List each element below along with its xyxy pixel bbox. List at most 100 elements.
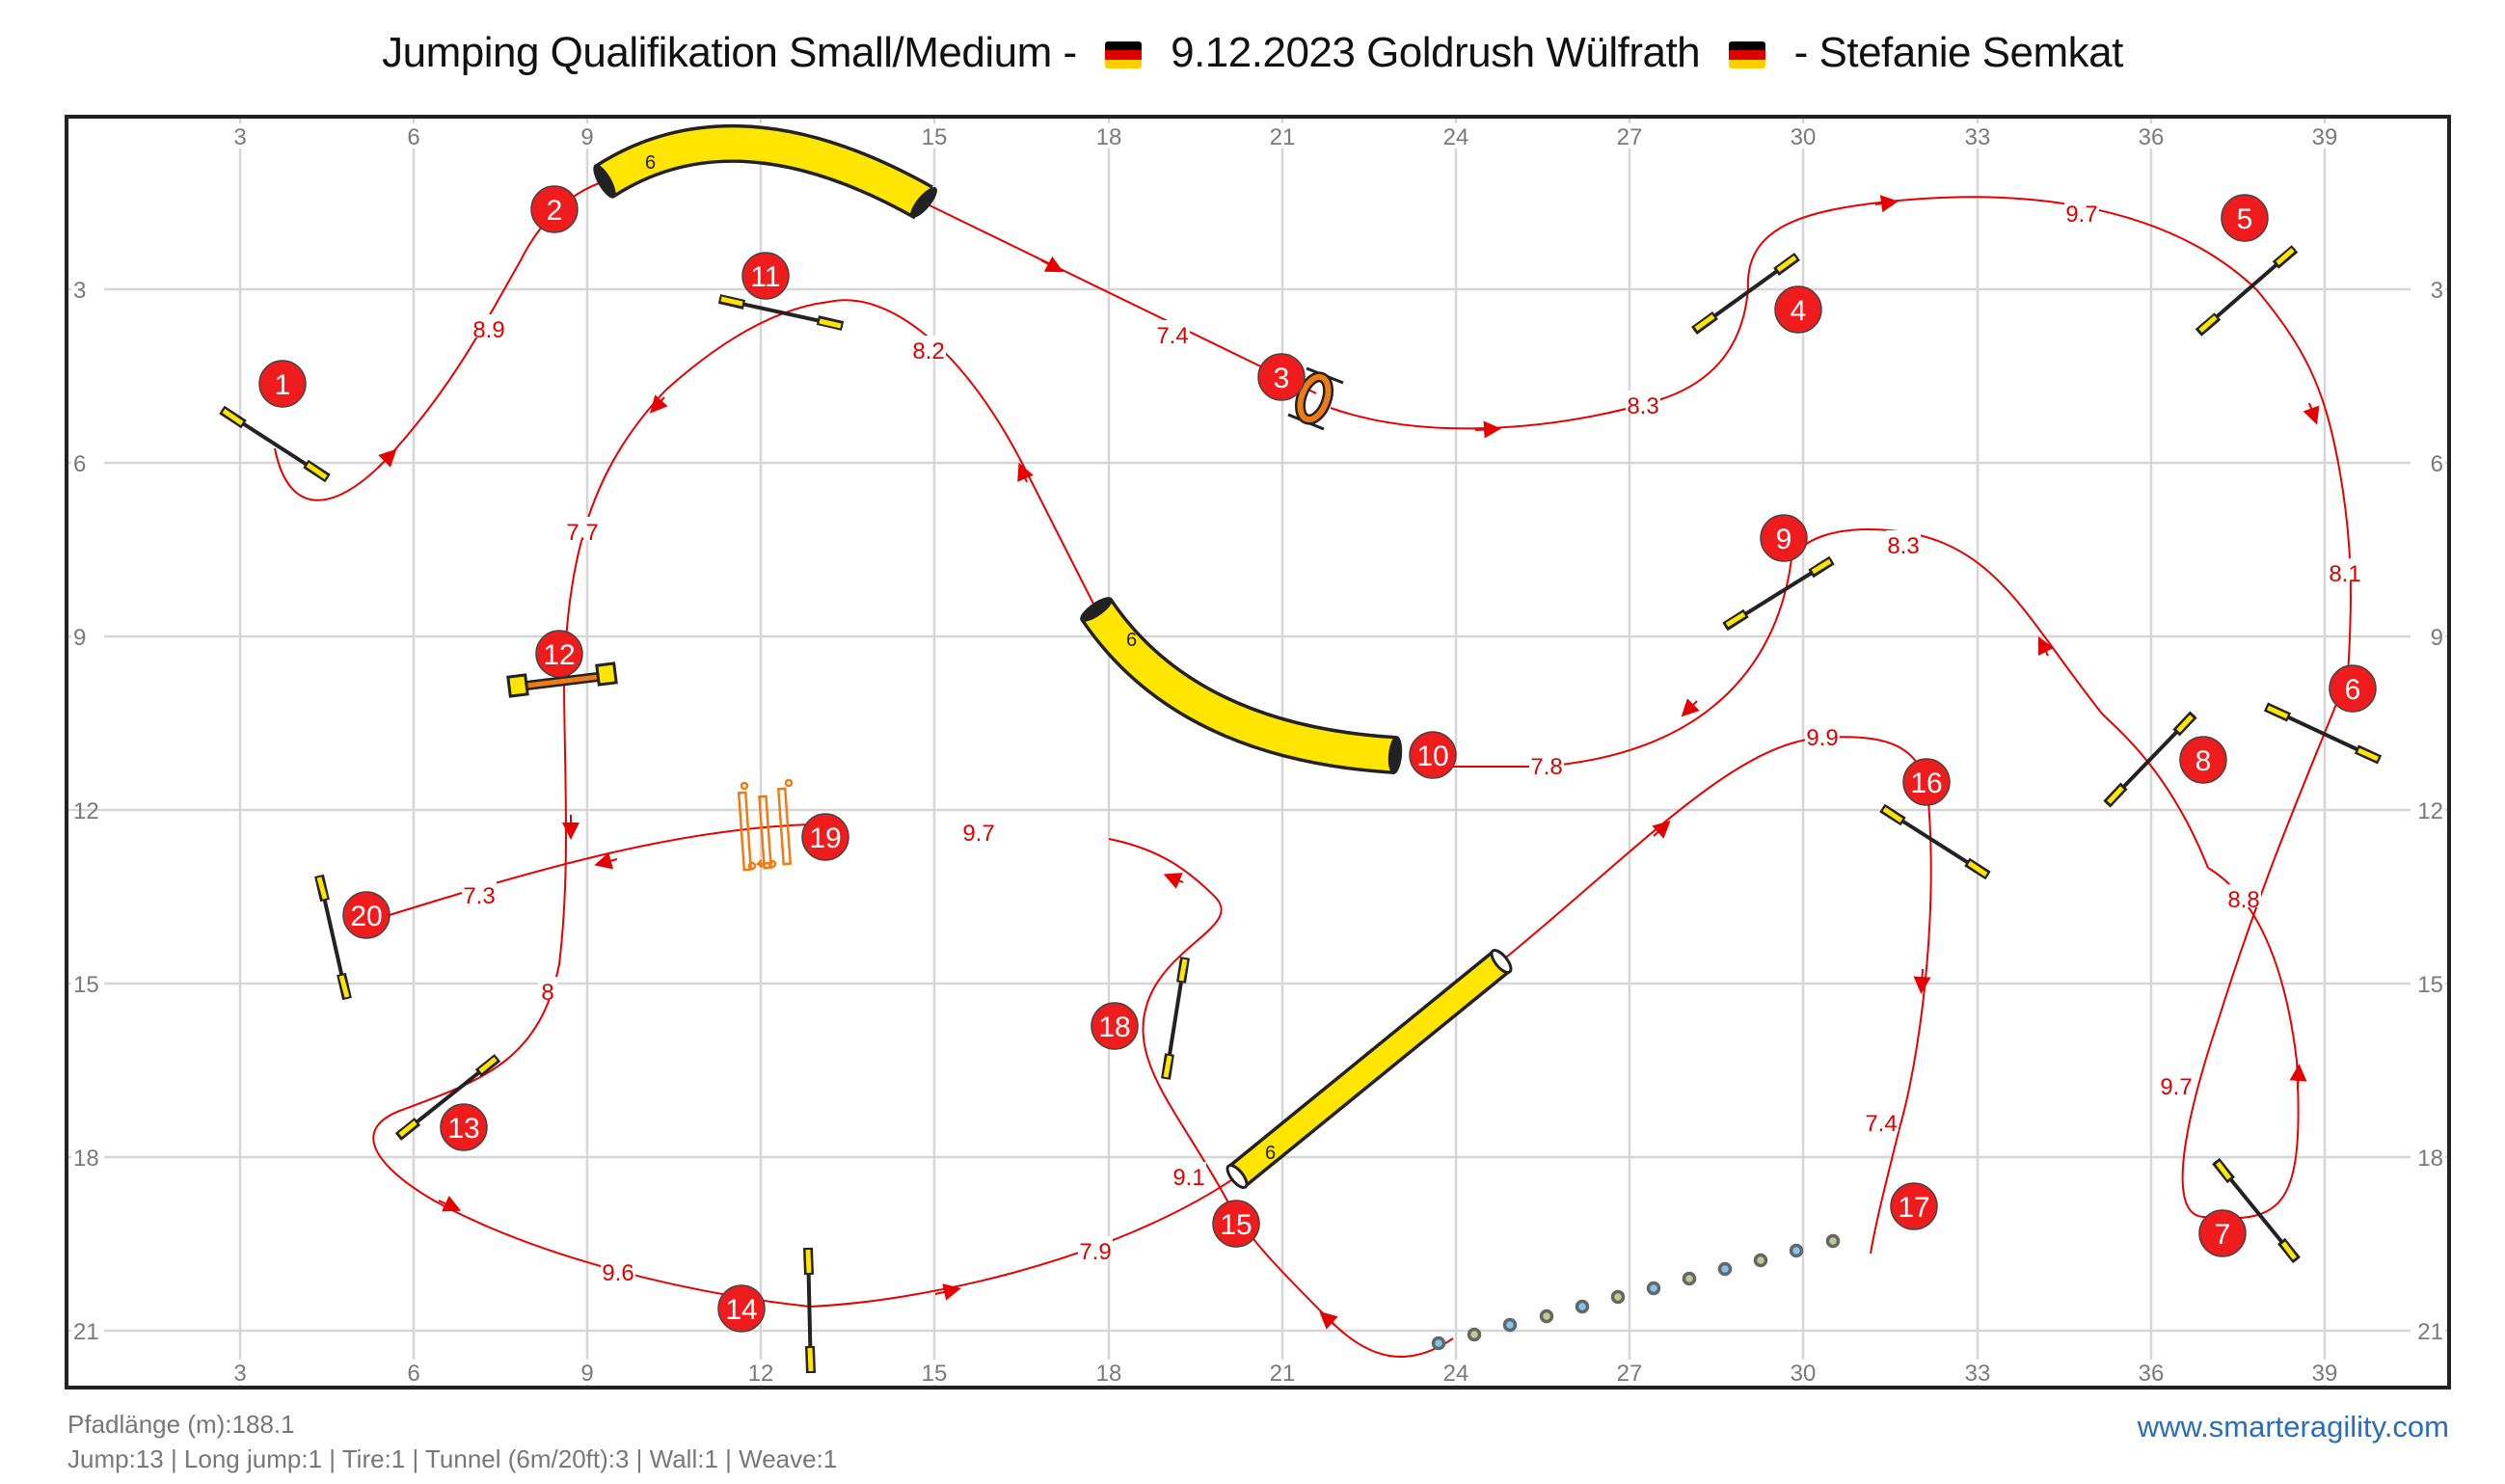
svg-text:1: 1 [275, 369, 291, 401]
svg-text:7.7: 7.7 [566, 520, 598, 546]
x-axis-bottom-ticks: 3 6 9 12 15 18 21 24 27 30 33 36 39 [226, 1360, 2339, 1387]
svg-text:18: 18 [1096, 1361, 1122, 1387]
badge-7: 7 [2198, 1209, 2247, 1257]
svg-text:9.7: 9.7 [962, 821, 994, 847]
tunnel-10-curved: 6 [1080, 597, 1403, 774]
svg-text:18: 18 [2417, 1146, 2443, 1172]
badge-1: 1 [258, 360, 307, 408]
svg-text:33: 33 [1965, 124, 1991, 150]
badge-4: 4 [1774, 285, 1822, 334]
tunnel-15-straight: 6 [1226, 948, 1513, 1190]
svg-text:6: 6 [1126, 630, 1137, 651]
svg-text:6: 6 [73, 451, 86, 477]
svg-text:12: 12 [73, 798, 99, 824]
svg-text:6: 6 [2431, 451, 2443, 477]
svg-text:17: 17 [1898, 1192, 1929, 1224]
svg-text:15: 15 [1220, 1209, 1252, 1241]
svg-text:9.6: 9.6 [602, 1260, 633, 1286]
grid [67, 117, 2449, 1388]
course-frame [65, 115, 2451, 1390]
svg-text:8: 8 [2195, 745, 2212, 777]
svg-text:7.4: 7.4 [1865, 1111, 1897, 1137]
svg-text:8.1: 8.1 [2329, 561, 2360, 587]
svg-text:6: 6 [2345, 674, 2361, 706]
svg-text:6: 6 [645, 152, 656, 174]
svg-text:18: 18 [1098, 1012, 1130, 1043]
jump-4 [1691, 252, 1800, 336]
svg-text:8: 8 [541, 980, 553, 1006]
badge-12: 12 [535, 630, 583, 678]
obstacle-counts: Jump:13 | Long jump:1 | Tire:1 | Tunnel … [67, 1444, 838, 1473]
svg-text:7.9: 7.9 [1079, 1239, 1111, 1265]
svg-text:9: 9 [580, 124, 593, 150]
svg-text:15: 15 [2417, 972, 2443, 998]
badge-6: 6 [2329, 664, 2377, 713]
svg-text:8.3: 8.3 [1627, 393, 1658, 419]
svg-text:12: 12 [2417, 798, 2443, 824]
svg-text:19: 19 [809, 823, 841, 854]
course-title: Jumping Qualifikation Small/Medium - 9.1… [0, 29, 2505, 77]
badge-14: 14 [717, 1284, 766, 1333]
svg-text:30: 30 [1791, 124, 1817, 150]
badge-10: 10 [1409, 731, 1457, 779]
weave-17 [1431, 1233, 1841, 1351]
svg-text:39: 39 [2312, 124, 2338, 150]
badge-15: 15 [1212, 1200, 1260, 1248]
path-length: Pfadlänge (m):188.1 [67, 1410, 295, 1439]
badge-11: 11 [741, 252, 790, 300]
jump-7 [2212, 1157, 2301, 1264]
badge-3: 3 [1257, 353, 1306, 401]
tunnel-2-curved: 6 [593, 123, 937, 220]
svg-text:16: 16 [1910, 768, 1942, 799]
svg-text:18: 18 [73, 1146, 99, 1172]
svg-text:3: 3 [2431, 278, 2443, 304]
svg-text:10: 10 [1416, 741, 1448, 772]
badge-13: 13 [440, 1103, 488, 1151]
svg-text:15: 15 [922, 1361, 948, 1387]
badge-2: 2 [530, 185, 579, 233]
svg-text:36: 36 [2139, 1361, 2165, 1387]
svg-text:27: 27 [1617, 1361, 1643, 1387]
jump-8 [2103, 711, 2197, 808]
svg-text:9.7: 9.7 [2160, 1074, 2192, 1100]
svg-text:2: 2 [547, 195, 563, 227]
title-prefix: Jumping Qualifikation Small/Medium - [382, 29, 1077, 76]
title-handler: - Stefanie Semkat [1793, 29, 2124, 76]
svg-text:21: 21 [73, 1319, 99, 1345]
title-date-venue: 9.12.2023 Goldrush Wülfrath [1171, 29, 1701, 76]
distance-labels: 8.9 7.4 8.3 9.7 8.1 8.8 9.7 8.3 7.8 8.2 … [462, 199, 2362, 1286]
jump-13 [394, 1054, 501, 1141]
svg-text:13: 13 [447, 1113, 479, 1145]
jump-11 [717, 294, 845, 331]
badge-9: 9 [1760, 514, 1808, 562]
svg-text:6: 6 [1265, 1143, 1276, 1164]
svg-text:27: 27 [1617, 124, 1643, 150]
svg-text:4: 4 [1791, 295, 1807, 327]
jump-14 [803, 1247, 816, 1374]
svg-text:9.1: 9.1 [1172, 1165, 1204, 1191]
svg-text:33: 33 [1965, 1361, 1991, 1387]
svg-text:9.9: 9.9 [1806, 725, 1838, 751]
jump-6 [2263, 702, 2383, 765]
svg-text:8.2: 8.2 [912, 338, 944, 364]
svg-text:30: 30 [1791, 1361, 1817, 1387]
brand-link[interactable]: www.smarteragility.com [2137, 1410, 2449, 1444]
y-axis-left-ticks: 3 6 9 12 15 18 21 [71, 278, 104, 1345]
handler-path [274, 180, 2352, 1358]
jumps [219, 245, 2383, 1374]
svg-text:7: 7 [2215, 1219, 2231, 1251]
badge-20: 20 [342, 891, 391, 939]
long-jump-19 [737, 778, 794, 872]
svg-text:9: 9 [1776, 524, 1792, 555]
x-axis-top-ticks: 3 6 9 12 15 18 21 24 27 30 33 36 39 [226, 123, 2339, 150]
jump-1 [219, 405, 331, 483]
badge-17: 17 [1890, 1182, 1938, 1230]
svg-text:9: 9 [2431, 625, 2443, 651]
badge-19: 19 [801, 813, 849, 861]
svg-text:8.3: 8.3 [1887, 533, 1919, 559]
svg-text:9.7: 9.7 [2065, 202, 2097, 228]
svg-text:21: 21 [1270, 1361, 1296, 1387]
svg-text:6: 6 [407, 124, 419, 150]
svg-text:7.3: 7.3 [463, 883, 495, 909]
